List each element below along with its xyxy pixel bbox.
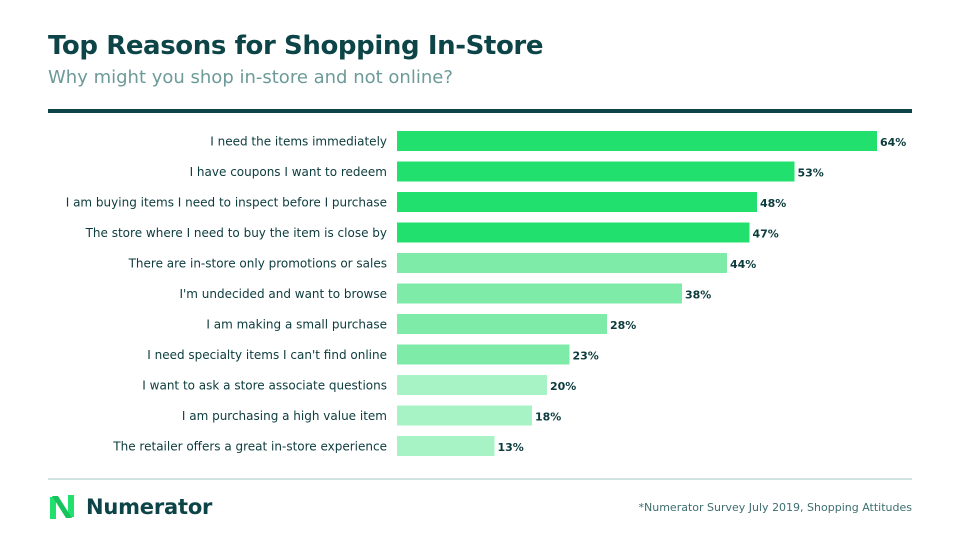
category-label: I have coupons I want to redeem [190, 165, 387, 179]
bar [397, 192, 757, 212]
value-label: 64% [880, 136, 906, 149]
bar [397, 344, 570, 365]
value-label: 13% [498, 441, 524, 454]
category-label: I am buying items I need to inspect befo… [66, 196, 387, 210]
bar [397, 283, 682, 304]
category-label: I want to ask a store associate question… [142, 379, 387, 393]
value-label: 48% [760, 197, 786, 210]
category-label: The store where I need to buy the item i… [85, 226, 387, 240]
value-label: 44% [730, 258, 756, 271]
category-label: I need specialty items I can't find onli… [147, 348, 387, 362]
value-label: 20% [550, 380, 576, 393]
bar [397, 222, 750, 243]
bar [397, 314, 607, 334]
numerator-n-icon [50, 495, 74, 519]
value-label: 38% [685, 289, 711, 302]
value-label: 47% [753, 228, 779, 241]
bar [397, 405, 532, 426]
bar [397, 161, 795, 182]
bar [397, 253, 727, 273]
category-label: I am purchasing a high value item [182, 409, 387, 423]
chart-subtitle: Why might you shop in-store and not onli… [48, 67, 453, 88]
value-label: 28% [610, 319, 636, 332]
footer-divider [48, 478, 912, 480]
bar [397, 131, 877, 151]
bar-chart: I need the items immediately 64% I have co… [66, 131, 906, 456]
source-footnote: *Numerator Survey July 2019, Shopping At… [638, 501, 912, 514]
category-label: The retailer offers a great in-store exp… [112, 440, 387, 454]
bar [397, 436, 495, 456]
bar [397, 375, 547, 395]
category-label: I am making a small purchase [206, 318, 387, 332]
category-label: There are in-store only promotions or sa… [128, 257, 387, 271]
value-label: 53% [798, 167, 824, 180]
category-label: I need the items immediately [210, 135, 387, 149]
chart-title: Top Reasons for Shopping In-Store [48, 31, 544, 61]
brand-name: Numerator [86, 495, 213, 519]
header-divider [48, 109, 912, 113]
brand-logo: Numerator [48, 492, 212, 522]
value-label: 18% [535, 411, 561, 424]
category-label: I'm undecided and want to browse [179, 287, 387, 301]
value-label: 23% [573, 350, 599, 363]
